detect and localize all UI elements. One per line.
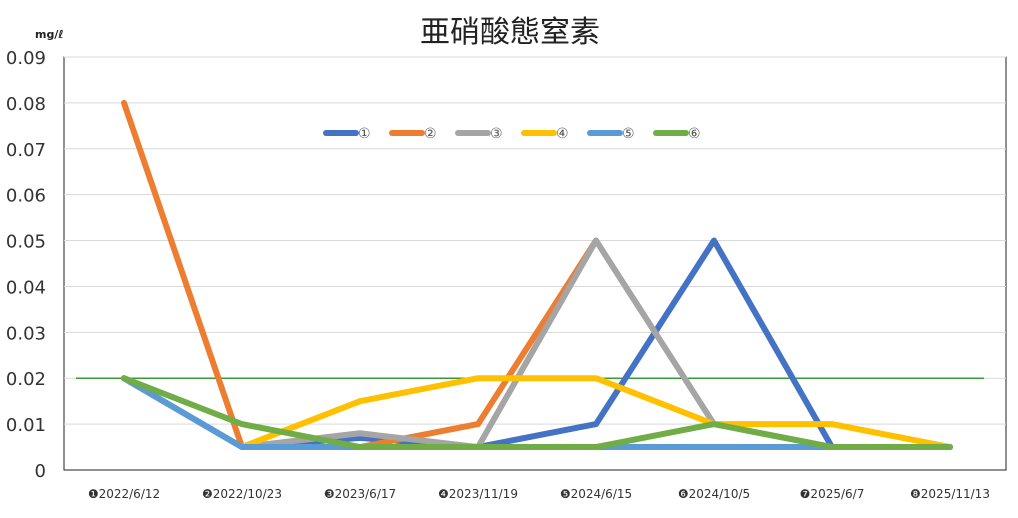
x-tick-label: ❻2024/10/5 (678, 487, 750, 501)
x-tick-label: ❼2025/6/7 (800, 487, 865, 501)
legend-label-4: ④ (556, 126, 569, 142)
series-line-4 (239, 375, 953, 451)
x-tick-label: ❺2024/6/15 (560, 487, 632, 501)
y-tick-label: 0.08 (6, 94, 46, 115)
legend-label-5: ⑤ (622, 126, 635, 142)
y-tick-label: 0.09 (6, 48, 46, 69)
y-tick-label: 0.01 (6, 415, 46, 436)
series-line-2 (121, 99, 599, 451)
y-tick-label: 0.06 (6, 186, 46, 207)
x-axis: ❶2022/6/12 ❷2022/10/23 ❸2023/6/17 ❹2023/11/… (88, 487, 990, 501)
legend-label-1: ① (358, 126, 371, 142)
y-tick-label: 0.07 (6, 140, 46, 161)
y-tick-label: 0 (35, 461, 46, 482)
series-line-3 (121, 237, 953, 451)
legend-label-3: ③ (490, 126, 503, 142)
x-tick-label: ❷2022/10/23 (202, 487, 282, 501)
legend: ① ② ③ ④ ⑤ ⑥ (323, 126, 701, 142)
x-tick-label: ❹2023/11/19 (438, 487, 518, 501)
y-tick-label: 0.04 (6, 277, 46, 298)
y-tick-label: 0.05 (6, 232, 46, 253)
x-tick-label: ❽2025/11/13 (910, 487, 990, 501)
series-lines (121, 99, 953, 451)
gridlines (64, 56, 1006, 425)
x-tick-label: ❶2022/6/12 (88, 487, 160, 501)
y-tick-label: 0.03 (6, 323, 46, 344)
legend-label-2: ② (424, 126, 437, 142)
unit-label: mg/ℓ (35, 28, 64, 41)
legend-label-6: ⑥ (688, 126, 701, 142)
y-tick-label: 0.02 (6, 369, 46, 390)
chart-title: 亜硝酸態窒素 (420, 15, 600, 50)
y-axis: 0 0.01 0.02 0.03 0.04 0.05 0.06 0.07 0.08 0.09 (6, 48, 46, 482)
series-line-6 (121, 375, 953, 451)
x-tick-label: ❸2023/6/17 (324, 487, 396, 501)
